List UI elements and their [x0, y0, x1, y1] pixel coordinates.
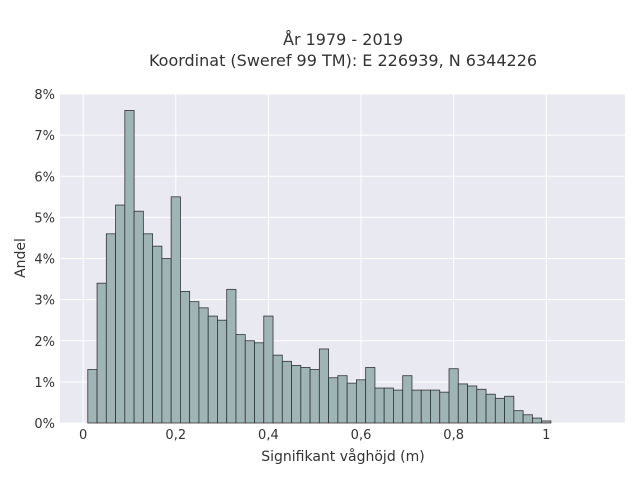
histogram-bar — [476, 388, 487, 424]
histogram-bar — [393, 389, 404, 424]
histogram-bar — [180, 290, 191, 424]
x-tick-label: 1 — [542, 428, 550, 443]
histogram-bar — [439, 391, 450, 424]
histogram-bar — [254, 342, 265, 424]
histogram-bar — [402, 375, 413, 424]
chart-subtitle: Koordinat (Sweref 99 TM): E 226939, N 63… — [149, 51, 537, 70]
histogram-bar — [217, 319, 228, 424]
histogram-bar — [226, 288, 237, 424]
histogram-bars — [87, 110, 552, 424]
y-tick-label: 8% — [34, 88, 55, 103]
x-tick-label: 0 — [79, 428, 87, 443]
y-tick-label: 5% — [34, 211, 55, 226]
histogram-bar — [152, 245, 163, 424]
y-tick-label: 6% — [34, 170, 55, 185]
histogram-bar — [365, 367, 376, 424]
chart-title: År 1979 - 2019 — [283, 30, 403, 49]
y-tick-label: 1% — [34, 376, 55, 391]
histogram-bar — [115, 204, 126, 424]
histogram-bar — [263, 315, 274, 424]
histogram-bar — [448, 368, 459, 424]
y-tick-labels: 0% 1% 2% 3% 4% 5% 6% 7% 8% — [34, 88, 55, 432]
histogram-bar — [430, 389, 441, 424]
histogram-bar — [133, 210, 144, 424]
histogram-bar — [541, 420, 552, 424]
y-tick-label: 3% — [34, 294, 55, 309]
y-tick-label: 0% — [34, 417, 55, 432]
histogram-bar — [170, 196, 181, 424]
histogram-bar — [457, 383, 468, 424]
histogram-bar — [189, 301, 200, 424]
x-tick-label: 0,4 — [258, 428, 279, 443]
histogram-bar — [309, 369, 320, 424]
histogram-bar — [87, 369, 98, 424]
histogram-bar — [374, 387, 385, 424]
y-tick-label: 2% — [34, 335, 55, 350]
histogram-bar — [337, 375, 348, 424]
histogram-bar — [142, 233, 154, 424]
histogram-bar — [244, 340, 255, 424]
histogram-bar — [513, 410, 524, 424]
x-tick-label: 0,6 — [351, 428, 372, 443]
histogram-bar — [318, 348, 330, 424]
histogram-bar — [467, 385, 478, 424]
histogram-bar — [485, 393, 496, 424]
histogram-bar — [272, 354, 283, 424]
y-tick-label: 4% — [34, 253, 55, 268]
histogram-bar — [235, 334, 246, 424]
x-tick-label: 0,8 — [443, 428, 464, 443]
histogram-bar — [420, 389, 431, 424]
histogram-bar — [198, 307, 209, 424]
x-tick-label: 0,2 — [165, 428, 186, 443]
histogram-bar — [161, 258, 172, 424]
histogram-bar — [346, 382, 357, 424]
histogram-bar — [504, 395, 515, 424]
y-axis-label: Andel — [13, 238, 29, 278]
histogram-bar — [411, 389, 422, 424]
histogram-bar — [494, 397, 505, 424]
histogram-bar — [531, 417, 543, 424]
histogram-bar — [383, 387, 394, 424]
histogram-bar — [96, 282, 107, 424]
x-axis-label: Signifikant våghöjd (m) — [261, 448, 424, 465]
histogram-bar — [522, 414, 533, 424]
histogram-bar — [105, 233, 116, 424]
x-tick-labels: 0 0,2 0,4 0,6 0,8 1 — [79, 428, 550, 443]
histogram-bar — [281, 360, 292, 424]
histogram-bar — [291, 365, 302, 424]
histogram-bar — [300, 367, 311, 424]
y-tick-label: 7% — [34, 129, 55, 144]
histogram-bar — [355, 379, 367, 424]
histogram-bar — [124, 110, 135, 424]
histogram-bar — [207, 315, 218, 424]
histogram-bar — [328, 377, 339, 424]
